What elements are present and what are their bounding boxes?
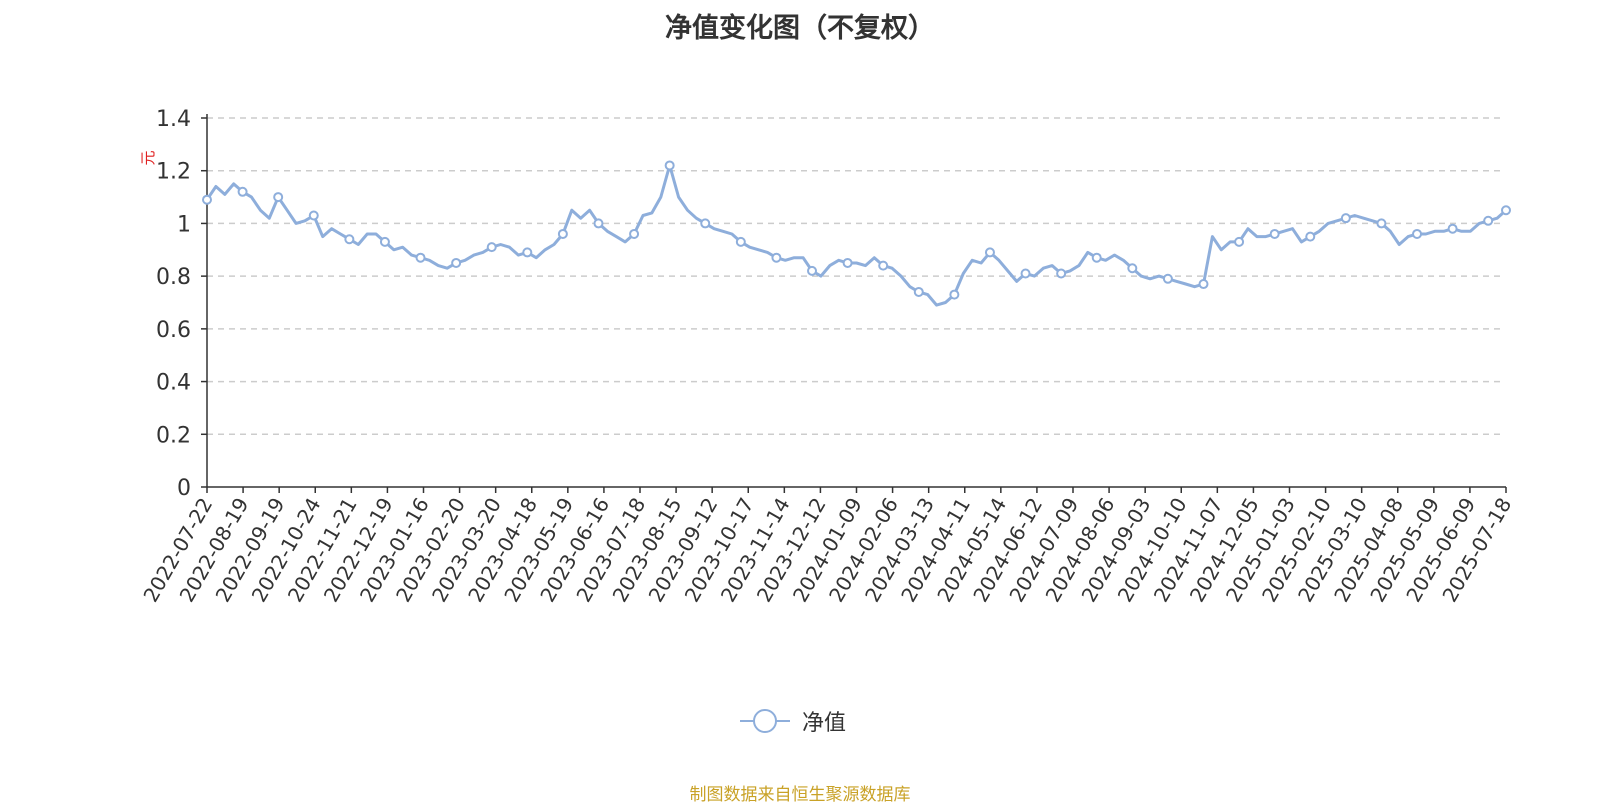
y-tick-label: 1	[177, 212, 191, 237]
marker-layer	[202, 160, 1511, 300]
data-point	[700, 218, 711, 229]
legend-series-icon	[740, 706, 790, 736]
y-tick-label: 0.2	[156, 423, 191, 448]
data-point	[273, 192, 284, 203]
data-point	[1340, 213, 1351, 224]
data-point	[1056, 268, 1067, 279]
data-point	[913, 286, 924, 297]
grid-layer	[207, 117, 1500, 436]
data-point	[735, 236, 746, 247]
chart-title: 净值变化图（不复权）	[665, 13, 935, 44]
data-point	[949, 289, 960, 300]
source-note: 制图数据来自恒生聚源数据库	[689, 785, 911, 805]
y-tick-label: 0	[177, 476, 191, 501]
legend-series-label: 净值	[802, 711, 847, 736]
data-point	[1501, 205, 1511, 216]
y-tick-label: 1.2	[156, 160, 191, 185]
data-point	[557, 228, 568, 239]
data-point	[486, 242, 497, 253]
data-point	[1091, 252, 1102, 263]
data-point	[308, 210, 319, 221]
data-point	[807, 265, 818, 276]
data-point	[1234, 236, 1245, 247]
data-point	[629, 228, 640, 239]
data-point	[1198, 279, 1209, 290]
data-point	[202, 194, 212, 205]
data-point	[1376, 218, 1387, 229]
data-point	[1127, 263, 1138, 274]
legend[interactable]: 净值	[740, 706, 846, 736]
data-point	[379, 236, 390, 247]
y-axis-unit-label: 元	[139, 150, 157, 165]
y-tick-label: 0.6	[156, 318, 191, 343]
data-point	[1483, 215, 1494, 226]
data-point	[1020, 268, 1031, 279]
data-point	[771, 252, 782, 263]
data-point	[522, 247, 533, 258]
data-point	[1412, 228, 1423, 239]
data-point	[664, 160, 675, 171]
data-point	[984, 247, 995, 258]
y-tick-label: 0.4	[156, 371, 191, 396]
data-point	[878, 260, 889, 271]
data-point	[593, 218, 604, 229]
y-tick-label: 0.8	[156, 265, 191, 290]
y-tick-label: 1.4	[156, 107, 191, 132]
data-point	[1305, 231, 1316, 242]
data-point	[237, 186, 248, 197]
data-point	[1269, 228, 1280, 239]
data-point	[842, 257, 853, 268]
data-point	[451, 257, 462, 268]
data-point	[1447, 223, 1458, 234]
data-point	[1162, 273, 1173, 284]
data-point	[344, 234, 355, 245]
data-point	[415, 252, 426, 263]
axis-layer: 00.20.40.60.811.21.4元2022-07-222022-08-1…	[138, 107, 1516, 606]
